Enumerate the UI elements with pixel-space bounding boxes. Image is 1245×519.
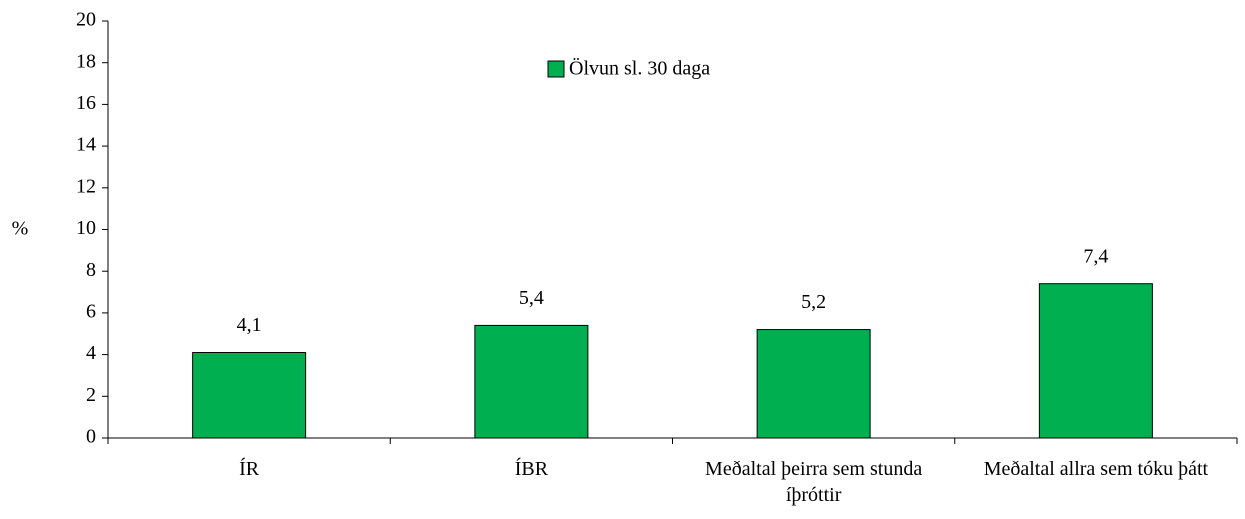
y-tick-label: 0: [86, 426, 96, 448]
y-tick-label: 2: [86, 384, 96, 406]
bar: [192, 352, 307, 439]
x-tick-label: ÍR: [239, 457, 260, 480]
y-tick-label: 16: [76, 92, 96, 114]
y-tick-label: 10: [76, 217, 96, 239]
y-tick-label: 14: [76, 134, 96, 156]
y-tick-label: 20: [76, 9, 96, 31]
legend-label: Ölvun sl. 30 daga: [569, 57, 710, 80]
y-tick-label: 12: [76, 175, 96, 197]
y-tick-label: 4: [86, 342, 96, 364]
x-tick-label: ÍBR: [515, 457, 549, 480]
data-label: 5,4: [519, 287, 544, 309]
bar: [474, 324, 589, 439]
bar: [756, 329, 871, 439]
bar: [1038, 283, 1153, 439]
y-tick-label: 8: [86, 259, 96, 281]
data-label: 5,2: [801, 291, 826, 313]
data-label: 7,4: [1083, 245, 1108, 267]
x-tick-label: Meðaltal allra sem tóku þátt: [984, 458, 1209, 480]
y-tick-label: 18: [76, 50, 96, 72]
y-tick-label: 6: [86, 300, 96, 322]
x-tick-label: Meðaltal þeirra sem stunda íþróttir: [705, 458, 922, 506]
data-label: 4,1: [237, 314, 262, 336]
y-axis-label: %: [12, 218, 29, 240]
legend-swatch: [547, 60, 565, 78]
